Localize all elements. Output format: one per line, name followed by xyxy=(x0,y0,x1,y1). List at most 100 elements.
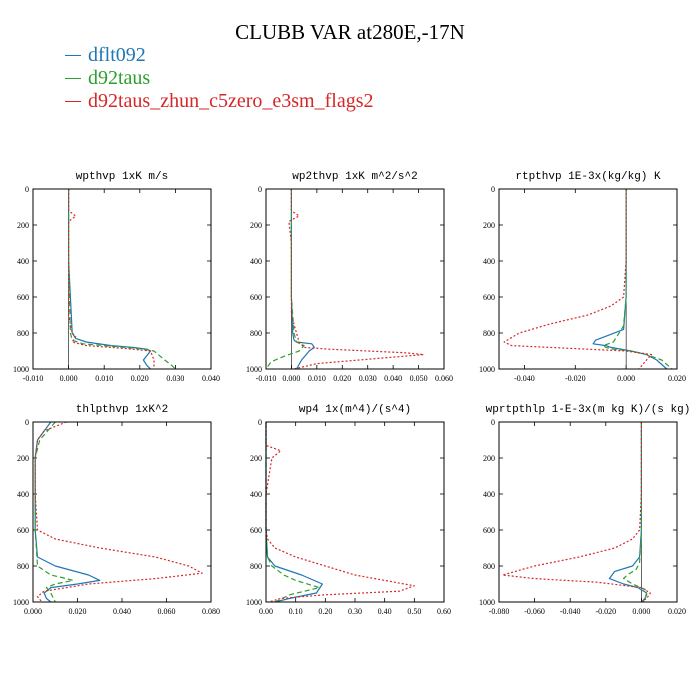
x-tick-label: 0.030 xyxy=(166,374,184,383)
x-tick-label: 0.000 xyxy=(617,374,635,383)
series-line-d92taus_zhun_c5zero_e3sm_flags2 xyxy=(502,422,651,603)
panel-5: wp4 1x(m^4)/(s^4) 0.00 0.10 0.20 0.30 0.40 0.5… xyxy=(246,404,451,616)
legend-label: d92taus xyxy=(88,67,151,89)
panel-title: thlpthvp 1xK^2 xyxy=(76,404,168,416)
y-tick-label: 400 xyxy=(250,490,262,499)
series-line-d92taus_zhun_c5zero_e3sm_flags2 xyxy=(503,189,653,370)
x-tick-label: -0.040 xyxy=(560,607,581,616)
y-tick-label: 0 xyxy=(25,185,29,194)
y-tick-label: 600 xyxy=(483,526,495,535)
y-tick-label: 200 xyxy=(250,221,262,230)
x-tick-label: -0.020 xyxy=(565,374,586,383)
x-tick-label: 0.010 xyxy=(95,374,113,383)
plot-frame xyxy=(265,188,445,370)
x-tick-label: -0.010 xyxy=(23,374,44,383)
plot-frame xyxy=(265,421,445,603)
x-tick-label: 0.020 xyxy=(69,607,87,616)
series-line-dflt092 xyxy=(592,189,668,370)
y-tick-label: 0 xyxy=(491,185,495,194)
y-tick-label: 400 xyxy=(17,257,29,266)
y-tick-label: 1000 xyxy=(246,598,262,607)
x-tick-label: 0.080 xyxy=(202,607,220,616)
plot-frame xyxy=(32,188,212,370)
legend-item-dflt092: dflt092 xyxy=(65,44,373,67)
x-tick-label: -0.080 xyxy=(489,607,510,616)
panel-3: rtpthvp 1E-3x(kg/kg) K -0.040 -0.020 0.000 0… xyxy=(479,171,686,383)
y-tick-label: 600 xyxy=(250,293,262,302)
y-tick-label: 1000 xyxy=(479,365,495,374)
x-tick-label: -0.010 xyxy=(256,374,277,383)
x-tick-label: 0.10 xyxy=(289,607,303,616)
panel-title: wpthvp 1xK m/s xyxy=(76,171,168,183)
series-line-d92taus_zhun_c5zero_e3sm_flags2 xyxy=(67,189,155,369)
panel-4: thlpthvp 1xK^2 0.000 0.020 0.040 0.060 0.080 0… xyxy=(13,404,220,616)
panel-title: wp2thvp 1xK m^2/s^2 xyxy=(292,171,417,183)
x-tick-label: 0.50 xyxy=(407,607,421,616)
panel-title: wp4 1x(m^4)/(s^4) xyxy=(299,404,411,416)
legend-item-d92taus: d92taus xyxy=(65,67,373,90)
series-line-d92taus xyxy=(622,422,648,603)
legend-label: dflt092 xyxy=(88,44,146,66)
y-tick-label: 1000 xyxy=(479,598,495,607)
y-tick-label: 800 xyxy=(17,562,29,571)
legend: dflt092 d92taus d92taus_zhun_c5zero_e3sm… xyxy=(65,44,373,113)
x-tick-label: 0.020 xyxy=(333,374,351,383)
legend-item-d92taus-zhun: d92taus_zhun_c5zero_e3sm_flags2 xyxy=(65,90,373,113)
panel-title: wprtpthlp 1-E-3x(m kg K)/(s kg) xyxy=(486,404,691,416)
y-tick-label: 400 xyxy=(17,490,29,499)
y-tick-label: 1000 xyxy=(246,365,262,374)
x-tick-label: 0.040 xyxy=(113,607,131,616)
plot-frame xyxy=(32,421,212,603)
x-tick-label: 0.050 xyxy=(410,374,428,383)
x-tick-label: 0.030 xyxy=(359,374,377,383)
plot-frame xyxy=(498,421,678,603)
x-tick-label: 0.000 xyxy=(24,607,42,616)
x-tick-label: 0.010 xyxy=(308,374,326,383)
x-tick-label: 0.020 xyxy=(668,374,686,383)
x-tick-label: -0.040 xyxy=(514,374,535,383)
series-line-dflt092 xyxy=(34,421,101,603)
x-tick-label: 0.30 xyxy=(348,607,362,616)
y-tick-label: 400 xyxy=(250,257,262,266)
y-tick-label: 800 xyxy=(250,562,262,571)
series-line-d92taus xyxy=(602,189,673,370)
series-line-dflt092 xyxy=(67,189,152,370)
series-line-d92taus_zhun_c5zero_e3sm_flags2 xyxy=(34,421,203,603)
x-tick-label: 0.060 xyxy=(158,607,176,616)
legend-label: d92taus_zhun_c5zero_e3sm_flags2 xyxy=(88,90,374,112)
panel-6: wprtpthlp 1-E-3x(m kg K)/(s kg) -0.080 -0.… xyxy=(479,404,690,616)
series-line-d92taus xyxy=(265,189,305,370)
series-line-d92taus_zhun_c5zero_e3sm_flags2 xyxy=(265,422,415,603)
series-line-d92taus_zhun_c5zero_e3sm_flags2 xyxy=(288,189,425,370)
x-tick-label: 0.060 xyxy=(435,374,453,383)
y-tick-label: 600 xyxy=(17,526,29,535)
series-line-dflt092 xyxy=(290,189,315,370)
series-line-d92taus xyxy=(265,422,320,603)
panel-title: rtpthvp 1E-3x(kg/kg) K xyxy=(515,171,661,183)
x-tick-label: 0.040 xyxy=(384,374,402,383)
x-tick-label: 0.000 xyxy=(60,374,78,383)
y-tick-label: 1000 xyxy=(13,598,29,607)
x-tick-label: 0.20 xyxy=(318,607,332,616)
x-tick-label: 0.040 xyxy=(202,374,220,383)
x-tick-label: 0.000 xyxy=(282,374,300,383)
x-tick-label: 0.00 xyxy=(259,607,273,616)
series-line-d92taus xyxy=(34,421,74,603)
legend-swatch xyxy=(65,78,81,79)
y-tick-label: 0 xyxy=(491,418,495,427)
x-tick-label: -0.020 xyxy=(595,607,616,616)
x-tick-label: -0.060 xyxy=(524,607,545,616)
y-tick-label: 400 xyxy=(483,257,495,266)
y-tick-label: 800 xyxy=(483,329,495,338)
y-tick-label: 800 xyxy=(483,562,495,571)
x-tick-label: 0.000 xyxy=(632,607,650,616)
y-tick-label: 0 xyxy=(258,418,262,427)
panel-1: wpthvp 1xK m/s -0.010 0.000 0.010 0.020 0.030… xyxy=(13,171,220,383)
y-tick-label: 0 xyxy=(25,418,29,427)
y-tick-label: 400 xyxy=(483,490,495,499)
x-tick-label: 0.60 xyxy=(437,607,451,616)
y-tick-label: 600 xyxy=(483,293,495,302)
y-tick-label: 200 xyxy=(483,221,495,230)
